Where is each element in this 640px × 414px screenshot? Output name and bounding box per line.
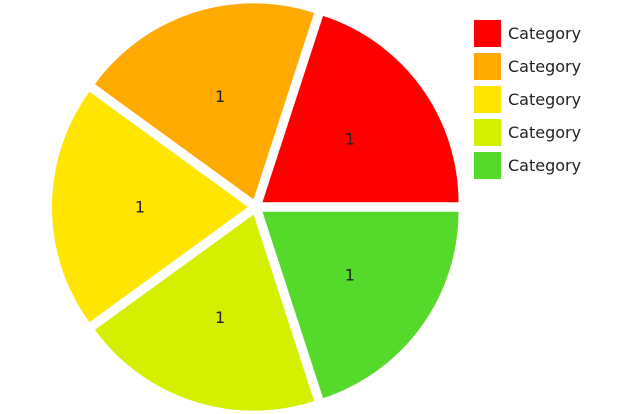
legend-item: Category [474,20,581,47]
pie-slice [262,211,459,399]
legend-swatch [474,86,501,113]
legend-swatch [474,20,501,47]
slice-value-label: 1 [135,198,145,217]
pie-slice [262,15,459,203]
pie-slice [94,3,315,200]
legend-label: Category [508,123,582,142]
legend-swatch [474,152,501,179]
legend-label: Category [508,57,582,76]
legend-item: Category [474,53,581,80]
pie-slice [52,91,248,323]
legend-label: Category [508,24,582,43]
legend-swatch [474,53,501,80]
slice-value-label: 1 [215,308,225,327]
legend-item: Category [474,152,581,179]
legend-label: Category [508,156,582,175]
slice-value-label: 1 [345,129,355,148]
slice-value-label: 1 [215,87,225,106]
legend-item: Category [474,86,581,113]
slice-value-label: 1 [345,266,355,285]
legend-swatch [474,119,501,146]
legend: Category Category Category Category Cate… [474,20,581,185]
legend-item: Category [474,119,581,146]
legend-label: Category [508,90,582,109]
pie-slice [94,214,315,411]
